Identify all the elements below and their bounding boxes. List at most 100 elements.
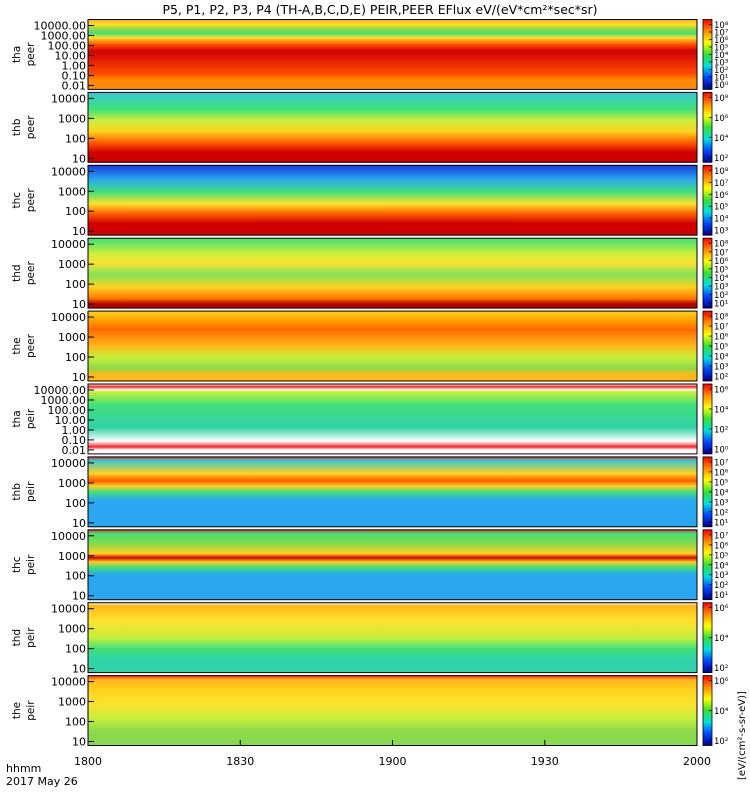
y-tick-label: 100.00 bbox=[48, 404, 87, 417]
y-tick-label: 1.00 bbox=[62, 59, 87, 72]
colorbar-tick-label: 10⁰ bbox=[714, 445, 729, 455]
panel-product-label: peer bbox=[25, 261, 37, 286]
panel-probe-label: thd bbox=[11, 264, 23, 281]
colorbar-tick-label: 10³ bbox=[714, 498, 728, 508]
colorbar-tick-label: 10³ bbox=[714, 363, 728, 373]
panel-thb-peir: 10000 1000 100 10 thb peir 10⁷10⁶10⁵10⁴10³10²1… bbox=[11, 456, 729, 530]
y-tick-label: 1000 bbox=[58, 258, 86, 271]
y-tick-label: 10 bbox=[72, 517, 86, 530]
colorbar-tick-label: 10⁴ bbox=[714, 488, 729, 498]
panel-the-peir: 10000 1000 100 10 the peir 10⁶ 10⁴ 10² bbox=[11, 675, 729, 749]
spectrogram-thb-peir bbox=[88, 456, 697, 527]
time-axis-label: hhmm bbox=[6, 762, 41, 775]
x-axis: 1800 1830 1900 1930 2000 bbox=[74, 740, 711, 768]
colorbar-tick-label: 10⁸ bbox=[714, 240, 729, 250]
y-tick-label: 1000 bbox=[58, 477, 86, 490]
y-tick-label: 10000 bbox=[51, 457, 86, 470]
colorbar-thd-peer bbox=[702, 237, 713, 309]
y-tick-label: 10 bbox=[72, 371, 86, 384]
y-tick-label: 10 bbox=[72, 590, 86, 603]
panel-frame bbox=[87, 383, 698, 455]
y-tick-label: 100 bbox=[65, 570, 86, 583]
x-tick-label: 1930 bbox=[531, 755, 559, 768]
y-tick-label: 10 bbox=[72, 663, 86, 676]
chart-title: P5, P1, P2, P3, P4 (TH-A,B,C,D,E) PEIR,P… bbox=[162, 2, 597, 17]
colorbar-tick-label: 10⁷ bbox=[714, 28, 729, 38]
colorbar-thc-peer bbox=[702, 164, 713, 236]
y-tick-label: 10.00 bbox=[55, 414, 87, 427]
y-tick-label: 0.01 bbox=[62, 444, 87, 457]
colorbar-tick-label: 10⁶ bbox=[714, 257, 729, 267]
colorbar-tick-label: 10⁵ bbox=[714, 478, 728, 488]
panel-thc-peer: 10000 1000 100 10 thc peer 10⁸ 10⁷ 10⁶ 10⁵ 10⁴ 10³ bbox=[11, 164, 729, 238]
colorbar-tick-label: 10¹ bbox=[714, 73, 728, 83]
y-tick-label: 10000 bbox=[51, 165, 86, 178]
y-tick-label: 1.00 bbox=[62, 424, 87, 437]
colorbar-tick-label: 10⁶ bbox=[714, 604, 729, 614]
colorbar-tick-label: 10² bbox=[714, 291, 728, 301]
panel-thc-peir: 10000 1000 100 10 thc peir 10⁷10⁶10⁵10⁴10³10²1… bbox=[11, 529, 729, 603]
colorbar-tick-label: 10⁴ bbox=[714, 634, 729, 644]
x-tick-label: 2000 bbox=[683, 755, 711, 768]
y-tick-label: 10 bbox=[72, 736, 86, 749]
colorbar-tick-label: 10⁴ bbox=[714, 134, 729, 144]
y-tick-label: 10000.00 bbox=[34, 20, 87, 33]
colorbar-tick-label: 10⁵ bbox=[714, 551, 728, 561]
y-tick-label: 1000 bbox=[58, 550, 86, 563]
panel-probe-label: thc bbox=[11, 556, 23, 573]
y-tick-label: 1000 bbox=[58, 696, 86, 709]
x-tick-label: 1800 bbox=[74, 755, 102, 768]
y-tick-label: 10000 bbox=[51, 530, 86, 543]
y-tick-label: 100.00 bbox=[48, 39, 87, 52]
colorbar-tick-label: 10⁴ bbox=[714, 707, 729, 717]
spectrogram-the-peir bbox=[88, 675, 697, 746]
y-tick-label: 10.00 bbox=[55, 49, 87, 62]
y-tick-label: 1000 bbox=[58, 331, 86, 344]
colorbar-tick-label: 10² bbox=[714, 373, 728, 383]
colorbar-tick-label: 10⁵ bbox=[714, 265, 728, 275]
y-tick-label: 0.10 bbox=[62, 434, 87, 447]
colorbar-tick-label: 10⁴ bbox=[714, 51, 729, 61]
y-tick-label: 10000 bbox=[51, 603, 86, 616]
colorbar-tick-label: 10⁷ bbox=[714, 248, 729, 258]
x-tick-label: 1900 bbox=[379, 755, 407, 768]
panel-frame bbox=[87, 237, 698, 309]
colorbar-tick-label: 10⁴ bbox=[714, 561, 729, 571]
panels: 10000.001000.00100.0010.001.000.100.01th… bbox=[11, 19, 729, 749]
colorbar-tick-label: 10² bbox=[714, 66, 728, 76]
spectrogram-thc-peer bbox=[88, 165, 697, 236]
panel-thb-peer: 10000 1000 100 10 thb peer 10⁸ 10⁶ 10⁴ 10² bbox=[11, 91, 729, 165]
y-tick-label: 10 bbox=[72, 152, 86, 165]
colorbar-tick-label: 10¹ bbox=[714, 300, 728, 310]
colorbar-tick-label: 10³ bbox=[714, 58, 728, 68]
colorbar-tick-label: 10⁶ bbox=[714, 677, 729, 687]
spectrogram-thb-peer bbox=[88, 92, 697, 163]
panel-product-label: peir bbox=[25, 554, 37, 575]
panel-frame bbox=[87, 164, 698, 236]
spectrogram-the-peer bbox=[88, 311, 697, 381]
colorbar-tick-label: 10⁷ bbox=[714, 458, 729, 468]
colorbar-tick-label: 10² bbox=[714, 508, 728, 518]
panel-probe-label: thc bbox=[11, 192, 23, 209]
colorbar-tick-label: 10² bbox=[714, 737, 728, 747]
y-tick-label: 1000.00 bbox=[41, 29, 87, 42]
colorbar-tick-label: 10⁰ bbox=[714, 81, 729, 91]
colorbar-tick-label: 10² bbox=[714, 581, 728, 591]
panel-product-label: peir bbox=[25, 481, 37, 502]
y-tick-label: 1000.00 bbox=[41, 394, 87, 407]
colorbar-tick-label: 10⁶ bbox=[714, 191, 729, 201]
colorbar-tick-label: 10¹ bbox=[714, 518, 728, 528]
panel-frame bbox=[87, 91, 698, 163]
panel-the-peer: 10000 1000 100 10 the peer 10⁸10⁷10⁶10⁵10⁴10³1… bbox=[11, 310, 729, 384]
panel-probe-label: thd bbox=[11, 629, 23, 646]
y-tick-label: 0.10 bbox=[62, 69, 87, 82]
panel-probe-label: the bbox=[11, 702, 23, 719]
colorbar-tick-label: 10⁵ bbox=[714, 43, 728, 53]
spectrogram-thc-peir bbox=[88, 529, 697, 600]
x-tick-label: 1830 bbox=[226, 755, 254, 768]
panel-frame bbox=[87, 19, 698, 90]
spectrogram-tha-peir bbox=[88, 384, 697, 454]
spectrogram-thd-peer bbox=[88, 238, 697, 309]
